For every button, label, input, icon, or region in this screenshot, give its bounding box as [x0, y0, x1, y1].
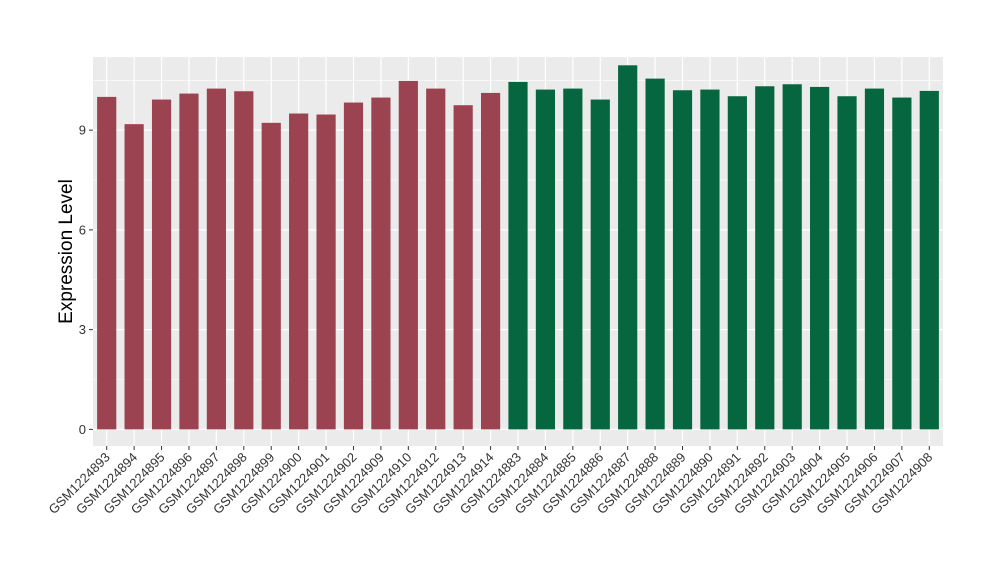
bar: [234, 91, 254, 430]
y-tick-label: 0: [79, 422, 86, 437]
bar: [398, 80, 418, 430]
y-tick-label: 3: [79, 322, 86, 337]
bar: [124, 124, 144, 430]
bar: [453, 105, 473, 430]
y-axis-title: Expression Level: [56, 179, 77, 324]
bar: [727, 96, 747, 430]
bar: [700, 89, 720, 430]
bar: [618, 65, 638, 430]
y-axis: 0 3 6 9: [79, 123, 93, 437]
bar: [810, 86, 830, 430]
bar: [645, 78, 665, 430]
bar: [892, 97, 912, 430]
bar: [179, 93, 199, 430]
bar: [261, 122, 281, 430]
bar: [426, 88, 446, 430]
bar: [755, 86, 775, 430]
bar: [535, 89, 556, 430]
y-tick-label: 9: [79, 123, 86, 138]
bar: [343, 102, 364, 430]
bar: [590, 99, 610, 430]
bar: [480, 92, 501, 430]
bar: [837, 96, 857, 430]
y-tick-label: 6: [79, 222, 86, 237]
bar: [97, 96, 117, 430]
bars: [97, 65, 939, 430]
bar: [864, 88, 885, 430]
bar: [563, 88, 583, 430]
x-axis: GSM1224893GSM1224894GSM1224895GSM1224896…: [45, 446, 935, 517]
bar: [371, 97, 391, 430]
bar: [206, 88, 226, 430]
bar: [289, 113, 309, 430]
bar: [672, 90, 693, 430]
bar: [919, 90, 939, 430]
bar: [151, 99, 172, 430]
bar: [508, 81, 528, 430]
bar: [316, 114, 336, 430]
bar: [782, 84, 802, 430]
